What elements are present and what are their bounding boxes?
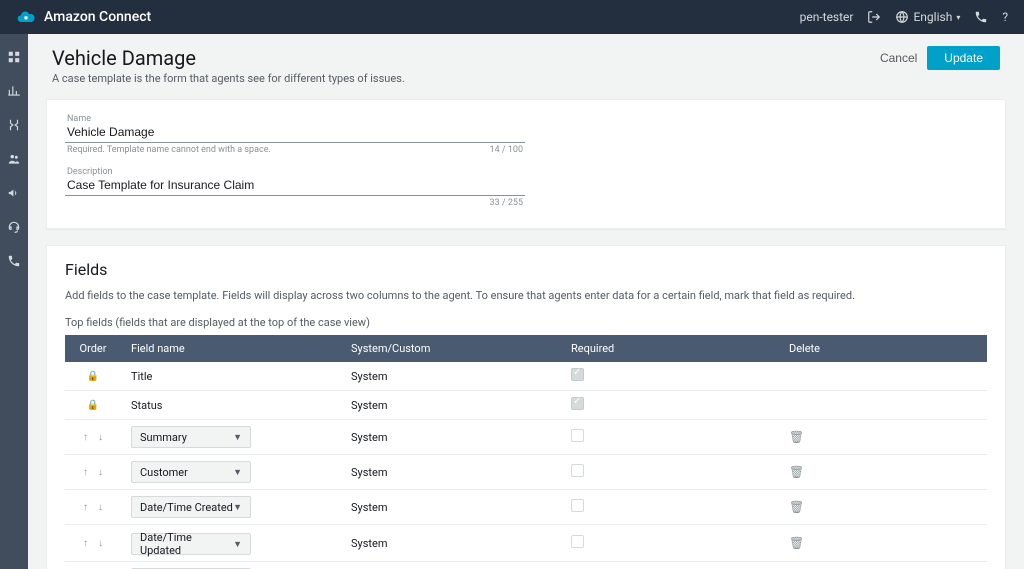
- brand-text: Amazon Connect: [44, 9, 151, 25]
- table-row: ↑↓Policy Number▼Custom🗑: [65, 562, 987, 569]
- table-row: ↑ ↓ Customer ▼ System 🗑: [65, 455, 987, 490]
- language-selector[interactable]: English ▾: [895, 10, 960, 24]
- field-name-label: Date/Time Updated: [140, 531, 233, 557]
- page-title: Vehicle Damage: [52, 46, 405, 70]
- globe-icon: [895, 10, 909, 24]
- name-helper: Required. Template name cannot end with …: [67, 145, 271, 155]
- main-content: Vehicle Damage A case template is the fo…: [28, 34, 1024, 569]
- field-name-label: Summary: [140, 431, 187, 444]
- chevron-down-icon: ▼: [233, 467, 242, 478]
- lock-icon: 🔒: [87, 400, 99, 411]
- col-req: Required: [561, 335, 779, 362]
- field-name-dropdown[interactable]: Date/Time Created▼: [131, 496, 251, 518]
- name-input[interactable]: [67, 125, 523, 139]
- field-type: System: [341, 525, 561, 562]
- field-type: System: [341, 362, 561, 391]
- nav-announce-icon[interactable]: [7, 186, 21, 200]
- table-row: ↑ ↓ Date/Time Created▼ System 🗑: [65, 490, 987, 525]
- help-icon[interactable]: ?: [1002, 10, 1008, 24]
- move-up-icon[interactable]: ↑: [83, 467, 88, 478]
- nav-analytics-icon[interactable]: [7, 84, 21, 98]
- brand-logo: Amazon Connect: [16, 7, 151, 27]
- col-del: Delete: [779, 335, 987, 362]
- chevron-down-icon: ▾: [956, 13, 960, 22]
- cloud-icon: [16, 7, 36, 27]
- field-name-dropdown[interactable]: Summary ▼: [131, 426, 251, 448]
- fields-table: Order Field name System/Custom Required …: [65, 335, 987, 569]
- user-label[interactable]: pen-tester: [800, 10, 854, 24]
- update-button[interactable]: Update: [927, 46, 1000, 70]
- field-type: System: [341, 391, 561, 420]
- move-down-icon[interactable]: ↓: [98, 432, 103, 443]
- name-counter: 14 / 100: [490, 145, 523, 155]
- field-name-label: Customer: [140, 466, 188, 479]
- table-row: ↑ ↓ Date/Time Updated▼ System 🗑: [65, 525, 987, 562]
- fields-heading: Fields: [65, 260, 987, 279]
- required-checkbox[interactable]: [571, 499, 584, 512]
- fields-card: Fields Add fields to the case template. …: [46, 245, 1006, 569]
- nav-routing-icon[interactable]: [7, 118, 21, 132]
- move-up-icon[interactable]: ↑: [83, 432, 88, 443]
- chevron-down-icon: ▼: [233, 502, 242, 513]
- field-type: System: [341, 455, 561, 490]
- col-name: Field name: [121, 335, 341, 362]
- delete-icon[interactable]: 🗑: [789, 430, 804, 444]
- delete-icon[interactable]: 🗑: [789, 536, 804, 550]
- move-up-icon[interactable]: ↑: [83, 502, 88, 513]
- chevron-down-icon: ▼: [233, 432, 242, 443]
- desc-input[interactable]: [67, 178, 523, 192]
- move-down-icon[interactable]: ↓: [98, 467, 103, 478]
- col-order: Order: [65, 335, 121, 362]
- page-subtitle: A case template is the form that agents …: [52, 72, 405, 85]
- col-type: System/Custom: [341, 335, 561, 362]
- cancel-button[interactable]: Cancel: [880, 51, 917, 65]
- topbar: Amazon Connect pen-tester English ▾ ?: [0, 0, 1024, 34]
- move-up-icon[interactable]: ↑: [83, 538, 88, 549]
- field-name-label: Title: [131, 370, 152, 383]
- name-label: Name: [65, 114, 987, 124]
- required-checkbox: [571, 368, 584, 381]
- sidebar: [0, 34, 28, 569]
- field-name-dropdown[interactable]: Date/Time Updated▼: [131, 533, 251, 555]
- desc-counter: 33 / 255: [490, 198, 523, 208]
- table-row: ↑ ↓ Summary ▼ System 🗑: [65, 420, 987, 455]
- lock-icon: 🔒: [87, 371, 99, 382]
- field-name-label: Status: [131, 399, 162, 412]
- nav-headset-icon[interactable]: [7, 220, 21, 234]
- required-checkbox[interactable]: [571, 464, 584, 477]
- delete-icon[interactable]: 🗑: [789, 500, 804, 514]
- field-type: Custom: [341, 562, 561, 569]
- required-checkbox[interactable]: [571, 429, 584, 442]
- delete-icon[interactable]: 🗑: [789, 465, 804, 479]
- table-row: 🔒 Status System: [65, 391, 987, 420]
- signout-icon[interactable]: [867, 10, 881, 24]
- required-checkbox[interactable]: [571, 535, 584, 548]
- nav-call-icon[interactable]: [7, 254, 21, 268]
- nav-users-icon[interactable]: [7, 152, 21, 166]
- desc-label: Description: [65, 167, 987, 177]
- phone-icon[interactable]: [974, 10, 988, 24]
- field-type: System: [341, 490, 561, 525]
- fields-desc: Add fields to the case template. Fields …: [65, 289, 987, 302]
- field-type: System: [341, 420, 561, 455]
- field-name-label: Date/Time Created: [140, 501, 233, 514]
- move-down-icon[interactable]: ↓: [98, 538, 103, 549]
- chevron-down-icon: ▼: [233, 539, 242, 550]
- fields-sub: Top fields (fields that are displayed at…: [65, 316, 987, 329]
- nav-dashboard-icon[interactable]: [7, 50, 21, 64]
- required-checkbox: [571, 397, 584, 410]
- table-row: 🔒 Title System: [65, 362, 987, 391]
- move-down-icon[interactable]: ↓: [98, 502, 103, 513]
- field-name-dropdown[interactable]: Customer ▼: [131, 461, 251, 483]
- template-info-card: Name Required. Template name cannot end …: [46, 99, 1006, 229]
